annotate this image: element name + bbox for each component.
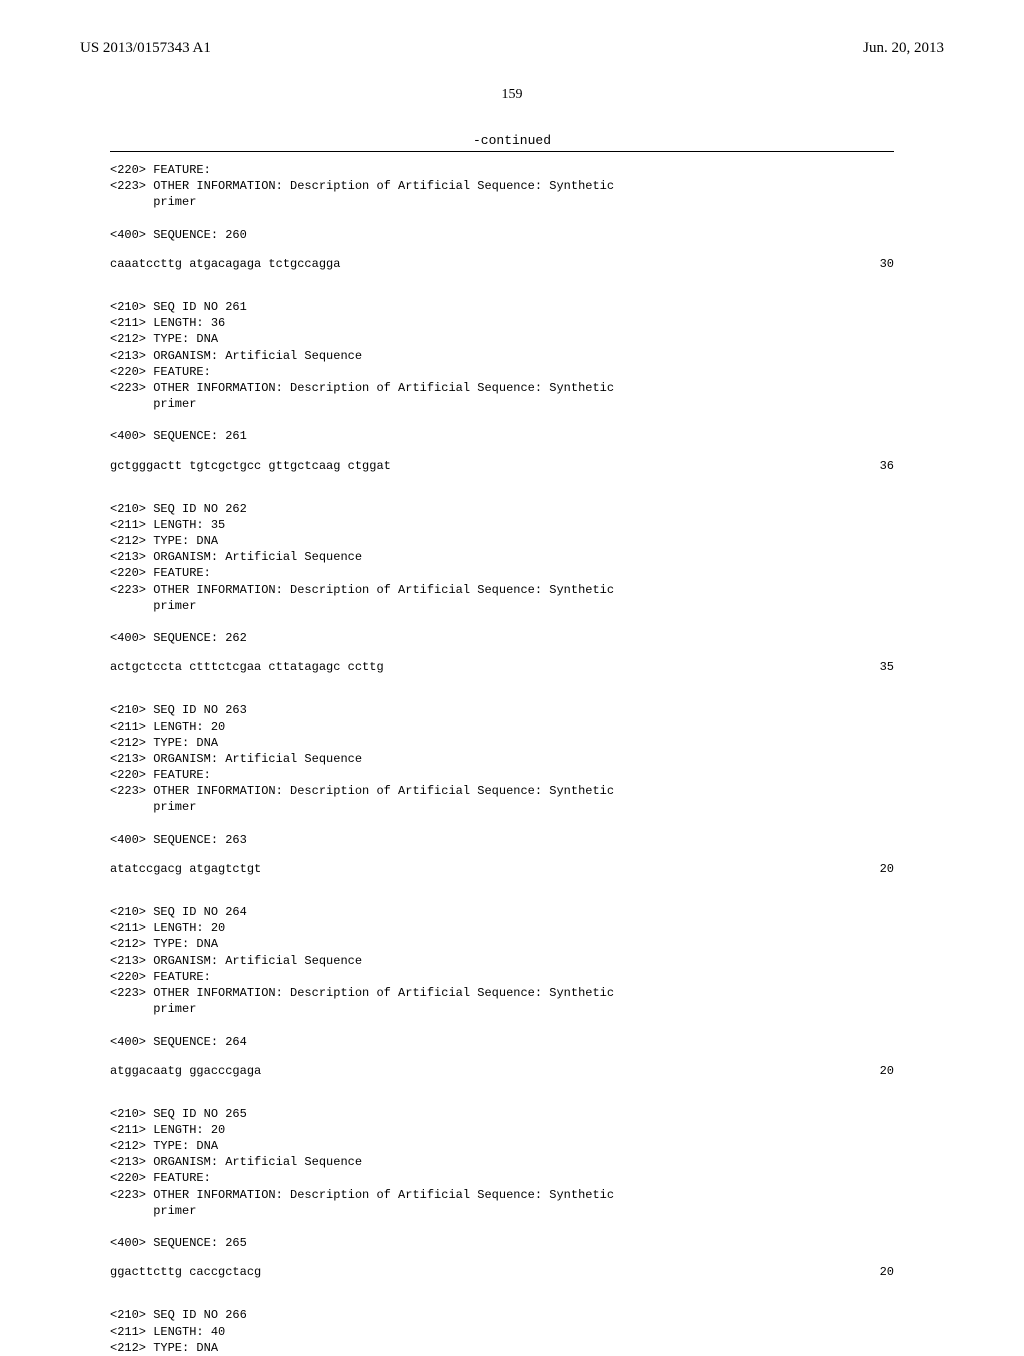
sequence-meta-line: <213> ORGANISM: Artificial Sequence [110,348,894,364]
sequence-meta-line: <212> TYPE: DNA [110,1340,894,1356]
sequence-meta-line: <212> TYPE: DNA [110,1138,894,1154]
sequence-meta-line [110,1219,894,1235]
patent-number: US 2013/0157343 A1 [80,40,211,57]
sequence-block: <210> SEQ ID NO 265<211> LENGTH: 20<212>… [110,1106,894,1252]
sequence-meta-line: <400> SEQUENCE: 261 [110,428,894,444]
sequence-data-row: atatccgacg atgagtctgt 20 [110,862,894,876]
sequence-data-row: actgctccta ctttctcgaa cttatagagc ccttg 35 [110,660,894,674]
sequence-text: caaatccttg atgacagaga tctgccagga [110,257,340,271]
sequence-meta-line: <400> SEQUENCE: 264 [110,1034,894,1050]
sequence-text: atggacaatg ggacccgaga [110,1064,261,1078]
sequence-meta-line: <220> FEATURE: [110,565,894,581]
sequence-block: <210> SEQ ID NO 263<211> LENGTH: 20<212>… [110,702,894,848]
sequence-data-row: atggacaatg ggacccgaga 20 [110,1064,894,1078]
sequence-data-row: caaatccttg atgacagaga tctgccagga 30 [110,257,894,271]
sequence-meta-line: primer [110,194,894,210]
sequence-meta-line: <210> SEQ ID NO 264 [110,904,894,920]
sequence-text: actgctccta ctttctcgaa cttatagagc ccttg [110,660,384,674]
sequence-text: ggacttcttg caccgctacg [110,1265,261,1279]
sequence-meta-line [110,614,894,630]
section-divider [110,151,894,152]
sequence-meta-line: <211> LENGTH: 35 [110,517,894,533]
sequence-meta-line: <211> LENGTH: 20 [110,1122,894,1138]
continued-label: -continued [80,133,944,148]
sequence-meta-line: <400> SEQUENCE: 262 [110,630,894,646]
sequence-meta-line: <220> FEATURE: [110,162,894,178]
sequence-meta-line: <223> OTHER INFORMATION: Description of … [110,783,894,799]
sequence-meta-line [110,816,894,832]
sequence-data-row: gctgggactt tgtcgctgcc gttgctcaag ctggat 3… [110,459,894,473]
sequence-meta-line: <212> TYPE: DNA [110,735,894,751]
sequence-block: <210> SEQ ID NO 264<211> LENGTH: 20<212>… [110,904,894,1050]
sequence-meta-line: <210> SEQ ID NO 266 [110,1307,894,1323]
sequence-meta-line: <220> FEATURE: [110,767,894,783]
sequence-meta-line: <212> TYPE: DNA [110,331,894,347]
sequence-text: atatccgacg atgagtctgt [110,862,261,876]
sequence-block: <210> SEQ ID NO 261<211> LENGTH: 36<212>… [110,299,894,445]
sequence-meta-line: <212> TYPE: DNA [110,936,894,952]
sequence-meta-line: <210> SEQ ID NO 265 [110,1106,894,1122]
sequence-meta-line [110,211,894,227]
sequence-length: 30 [880,257,894,271]
sequence-block: <210> SEQ ID NO 266<211> LENGTH: 40<212>… [110,1307,894,1356]
sequence-meta-line: <211> LENGTH: 40 [110,1324,894,1340]
sequence-meta-line: <213> ORGANISM: Artificial Sequence [110,1154,894,1170]
sequence-meta-line: primer [110,598,894,614]
sequence-meta-line: <400> SEQUENCE: 263 [110,832,894,848]
sequence-length: 20 [880,1064,894,1078]
sequence-length: 20 [880,862,894,876]
sequence-meta-line: <213> ORGANISM: Artificial Sequence [110,549,894,565]
sequence-meta-line: <220> FEATURE: [110,1170,894,1186]
sequence-meta-line: primer [110,799,894,815]
sequence-meta-line: <210> SEQ ID NO 263 [110,702,894,718]
sequence-meta-line: primer [110,1001,894,1017]
sequence-meta-line: <213> ORGANISM: Artificial Sequence [110,751,894,767]
sequence-meta-line: <400> SEQUENCE: 265 [110,1235,894,1251]
sequence-meta-line: <210> SEQ ID NO 261 [110,299,894,315]
sequence-meta-line: primer [110,396,894,412]
sequence-meta-line: <223> OTHER INFORMATION: Description of … [110,178,894,194]
sequence-data-row: ggacttcttg caccgctacg 20 [110,1265,894,1279]
sequence-length: 35 [880,660,894,674]
sequence-block: <210> SEQ ID NO 262<211> LENGTH: 35<212>… [110,501,894,647]
sequence-text: gctgggactt tgtcgctgcc gttgctcaag ctggat [110,459,391,473]
sequence-meta-line: <212> TYPE: DNA [110,533,894,549]
sequence-block: <220> FEATURE:<223> OTHER INFORMATION: D… [110,162,894,243]
publication-date: Jun. 20, 2013 [863,40,944,57]
sequence-meta-line: <220> FEATURE: [110,364,894,380]
sequence-meta-line: <213> ORGANISM: Artificial Sequence [110,953,894,969]
sequence-meta-line: <223> OTHER INFORMATION: Description of … [110,1187,894,1203]
sequence-meta-line: <211> LENGTH: 20 [110,920,894,936]
sequence-meta-line: <223> OTHER INFORMATION: Description of … [110,380,894,396]
page-header: US 2013/0157343 A1 Jun. 20, 2013 [80,40,944,57]
sequence-meta-line: <223> OTHER INFORMATION: Description of … [110,985,894,1001]
sequences-container: <220> FEATURE:<223> OTHER INFORMATION: D… [80,162,944,1356]
page-number: 159 [80,87,944,103]
sequence-meta-line: <211> LENGTH: 20 [110,719,894,735]
sequence-meta-line [110,1017,894,1033]
sequence-meta-line: primer [110,1203,894,1219]
sequence-meta-line: <223> OTHER INFORMATION: Description of … [110,582,894,598]
sequence-meta-line: <210> SEQ ID NO 262 [110,501,894,517]
page-container: US 2013/0157343 A1 Jun. 20, 2013 159 -co… [0,0,1024,1320]
sequence-length: 36 [880,459,894,473]
sequence-meta-line: <211> LENGTH: 36 [110,315,894,331]
sequence-meta-line [110,412,894,428]
sequence-meta-line: <400> SEQUENCE: 260 [110,227,894,243]
sequence-length: 20 [880,1265,894,1279]
sequence-meta-line: <220> FEATURE: [110,969,894,985]
